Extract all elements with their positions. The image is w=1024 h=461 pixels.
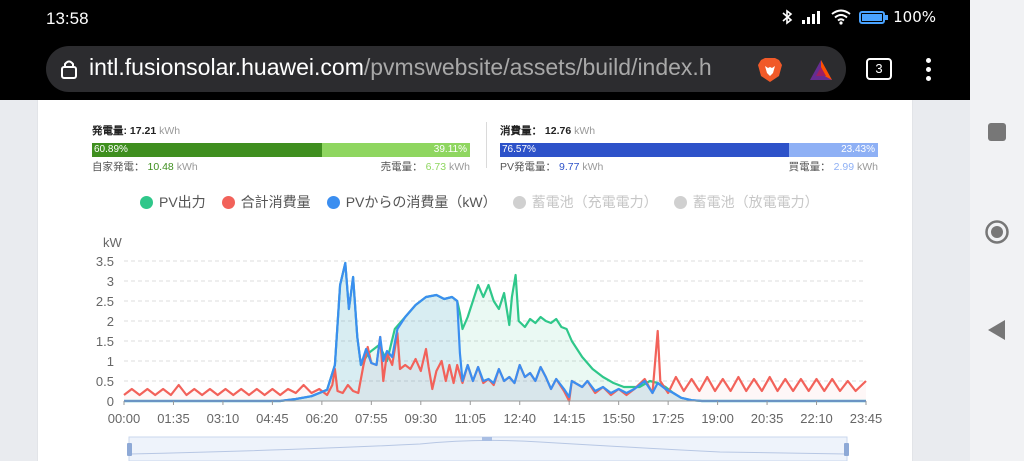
y-tick-label: 2.5: [96, 294, 114, 309]
series-area-1: [124, 263, 866, 401]
x-tick-label: 22:10: [800, 411, 833, 426]
x-tick-label: 01:35: [157, 411, 190, 426]
y-axis-label: kW: [103, 235, 123, 250]
lock-icon: [61, 60, 77, 79]
legend-dot: [221, 195, 235, 209]
x-tick-label: 07:55: [355, 411, 388, 426]
y-tick-label: 0: [107, 394, 114, 409]
tab-switcher-button[interactable]: 3: [866, 58, 892, 80]
series-line-3: [124, 261, 866, 403]
system-icons: 100%: [781, 8, 936, 26]
x-tick-label: 23:45: [850, 411, 883, 426]
buy-label: 買電量： 2.99 kWh: [788, 161, 878, 173]
url-host: intl.fusionsolar.huawei.com: [89, 54, 364, 80]
browser-toolbar: intl.fusionsolar.huawei.com/pvmswebsite/…: [0, 38, 970, 100]
power-chart: kW 0 0.5 1 1.5 2 2.5 3 3.5 00:00 01:35 03:10 04:45 0…: [96, 235, 883, 461]
generation-bar: 60.89% 39.11%: [92, 143, 470, 157]
x-tick-label: 14:15: [553, 411, 586, 426]
y-tick-label: 3: [107, 274, 114, 289]
legend-item-3[interactable]: PVからの消費量（kW）: [326, 192, 497, 212]
sell-label: 売電量： 6.73 kWh: [380, 161, 470, 173]
sell-segment: 39.11%: [322, 143, 470, 157]
brave-shield-icon[interactable]: [756, 56, 784, 84]
url-text[interactable]: intl.fusionsolar.huawei.com/pvmswebsite/…: [89, 54, 789, 81]
legend-dot: [673, 195, 687, 209]
pv-consumption-label: PV発電量： 9.77 kWh: [500, 161, 604, 173]
legend-dot: [140, 195, 153, 209]
buy-segment: 23.43%: [789, 143, 878, 157]
x-tick-label: 15:50: [602, 411, 635, 426]
legend-label: 蓄電池（充電電力）: [531, 194, 658, 210]
legend-dot: [326, 195, 340, 209]
y-tick-label: 3.5: [96, 254, 114, 269]
x-tick-label: 20:35: [751, 411, 784, 426]
home-button[interactable]: [984, 219, 1010, 245]
web-page: 発電量: 17.21 kWh 60.89% 39.11% 自家発電： 10.48 …: [0, 100, 970, 461]
y-tick-label: 2: [107, 314, 114, 329]
self-use-label: 自家発電： 10.48 kWh: [92, 161, 198, 173]
legend-dot: [512, 195, 526, 209]
legend-item-2[interactable]: 合計消費量: [221, 192, 311, 212]
generation-summary: 発電量: 17.21 kWh 60.89% 39.11% 自家発電： 10.48 …: [92, 123, 470, 173]
pv-consumption-segment: 76.57%: [500, 143, 790, 157]
android-nav-bar: [970, 0, 1024, 461]
zoom-slider[interactable]: [127, 436, 849, 461]
recents-button[interactable]: [987, 122, 1007, 142]
x-tick-label: 06:20: [306, 411, 339, 426]
legend-label: 蓄電池（放電電力）: [692, 194, 819, 210]
chart-legend: PV出力 合計消費量 PVからの消費量（kW） 蓄電池（充電電力） 蓄電池（放電電力）: [140, 192, 819, 212]
legend-item-4[interactable]: 蓄電池（充電電力）: [512, 192, 658, 212]
x-tick-label: 03:10: [207, 411, 240, 426]
series-area-2: [124, 331, 866, 401]
zoom-bar-grip[interactable]: [482, 437, 492, 441]
x-tick-label: 04:45: [256, 411, 289, 426]
generation-title: 発電量: 17.21 kWh: [92, 125, 181, 137]
x-tick-label: 00:00: [108, 411, 141, 426]
bluetooth-icon: [782, 9, 793, 25]
overflow-menu-button[interactable]: [918, 56, 938, 84]
summary-divider: [486, 122, 487, 168]
zoom-handle-left[interactable]: [127, 443, 132, 456]
status-bar: 13:58 100%: [0, 0, 970, 38]
bat-rewards-icon[interactable]: [808, 58, 834, 82]
consumption-summary: 消費量： 12.76 kWh 76.57% 23.43% PV発電量： 9.77 …: [500, 123, 878, 173]
x-tick-label: 12:40: [503, 411, 536, 426]
battery-level: 100%: [893, 8, 936, 26]
y-tick-label: 0.5: [96, 374, 114, 389]
x-tick-label: 11:05: [454, 411, 486, 426]
consumption-title: 消費量： 12.76 kWh: [500, 125, 596, 137]
y-tick-label: 1.5: [96, 334, 114, 349]
address-bar[interactable]: intl.fusionsolar.huawei.com/pvmswebsite/…: [46, 46, 846, 92]
x-tick-label: 19:00: [701, 411, 734, 426]
battery-icon: [859, 10, 889, 24]
x-tick-label: 09:30: [405, 411, 438, 426]
x-tick-label: 17:25: [652, 411, 685, 426]
back-button[interactable]: [987, 319, 1007, 341]
wifi-icon: [831, 9, 851, 25]
legend-label: PVからの消費量（kW）: [345, 194, 497, 210]
signal-icon: [802, 11, 821, 24]
clock: 13:58: [46, 9, 89, 28]
y-tick-label: 1: [107, 354, 114, 369]
legend-label: PV出力: [159, 194, 206, 210]
consumption-bar: 76.57% 23.43%: [500, 143, 878, 157]
self-use-segment: 60.89%: [92, 143, 323, 157]
url-path: /pvmswebsite/assets/build/index.h: [363, 54, 712, 80]
legend-label: 合計消費量: [240, 194, 311, 210]
zoom-handle-right[interactable]: [844, 443, 849, 456]
legend-item-5[interactable]: 蓄電池（放電電力）: [673, 192, 819, 212]
legend-item-1[interactable]: PV出力: [140, 192, 206, 212]
